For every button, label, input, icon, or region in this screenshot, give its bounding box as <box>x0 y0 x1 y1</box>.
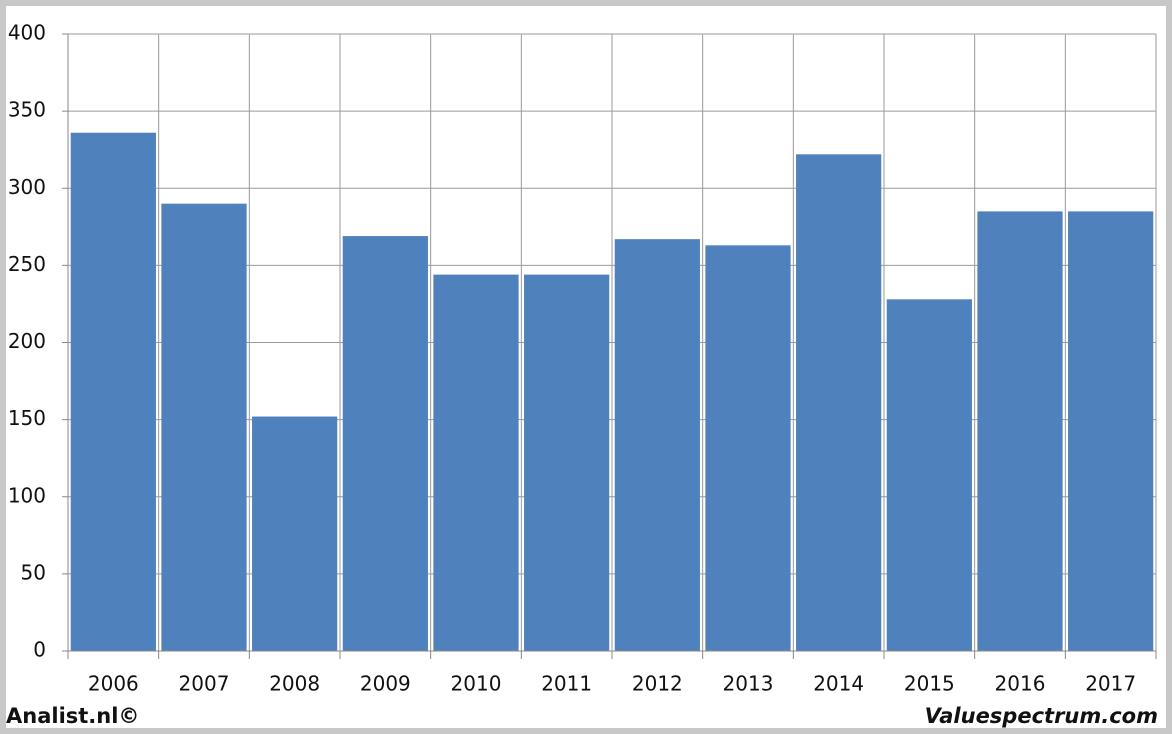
x-tick-label: 2009 <box>360 672 411 696</box>
x-tick-label: 2015 <box>904 672 955 696</box>
bar <box>70 132 156 652</box>
bar <box>433 274 519 651</box>
bar <box>252 416 338 651</box>
bar <box>524 274 610 651</box>
x-tick-label: 2008 <box>269 672 320 696</box>
x-tick-label: 2016 <box>995 672 1046 696</box>
x-tick-label: 2013 <box>723 672 774 696</box>
x-tick-label: 2010 <box>451 672 502 696</box>
y-tick-label: 350 <box>8 98 46 122</box>
bar <box>977 211 1063 651</box>
bar <box>886 299 972 651</box>
y-tick-label: 100 <box>8 483 46 507</box>
x-tick-label: 2011 <box>541 672 592 696</box>
y-tick-label: 400 <box>8 21 46 45</box>
bar <box>705 245 791 651</box>
x-tick-label: 2017 <box>1085 672 1136 696</box>
x-tick-label: 2014 <box>813 672 864 696</box>
bar <box>614 239 700 651</box>
bar <box>342 236 428 651</box>
x-tick-label: 2012 <box>632 672 683 696</box>
bar <box>161 203 247 652</box>
y-tick-label: 50 <box>21 560 46 584</box>
y-tick-label: 200 <box>8 329 46 353</box>
footer-right: Valuespectrum.com <box>925 704 1158 728</box>
bar <box>796 154 882 651</box>
y-tick-label: 250 <box>8 252 46 276</box>
bar <box>1068 211 1154 651</box>
y-tick-label: 0 <box>33 638 46 662</box>
y-tick-label: 300 <box>8 175 46 199</box>
y-tick-label: 150 <box>8 406 46 430</box>
footer-left: Analist.nl© <box>6 704 139 728</box>
x-tick-label: 2006 <box>88 672 139 696</box>
x-tick-label: 2007 <box>179 672 230 696</box>
